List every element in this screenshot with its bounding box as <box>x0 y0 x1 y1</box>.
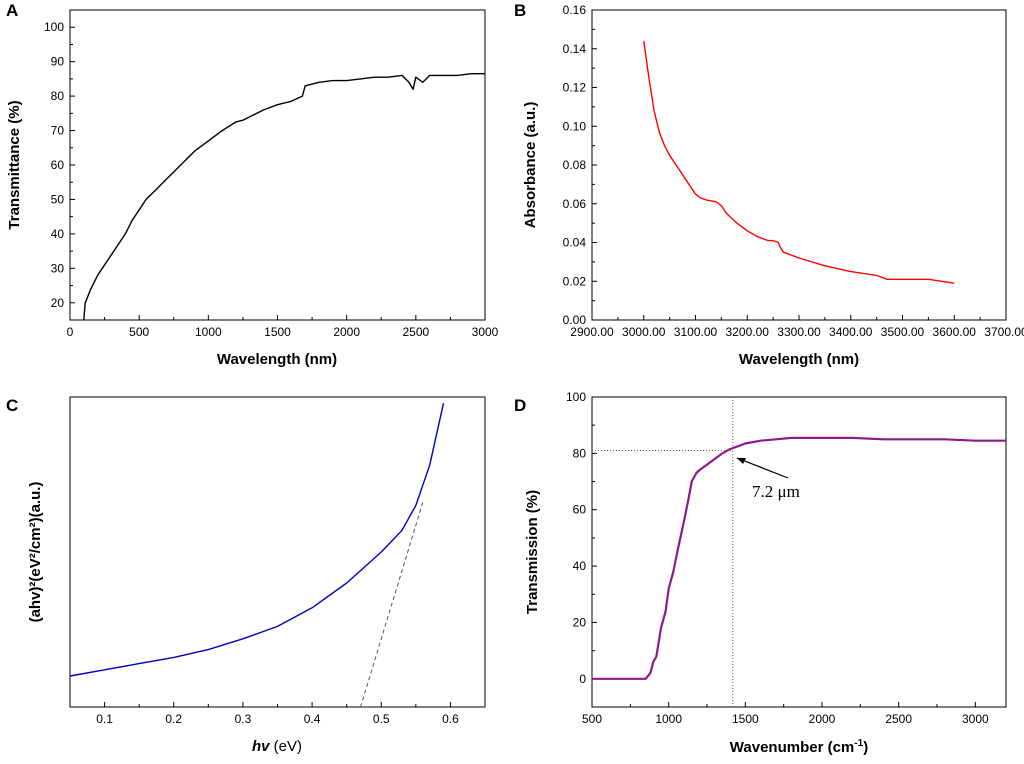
panel-a-ytick-label: 60 <box>51 158 65 172</box>
panel-a-ylabel: Transmittance (%) <box>6 100 23 229</box>
panel-a-label: A <box>6 1 18 20</box>
panel-c: C 0.1 0.2 0.3 0.4 0.5 0.6 hv (eV) (ahv)²(eV²/… <box>6 396 486 755</box>
panel-d-xtick-label: 2000 <box>809 712 836 726</box>
panel-a-xtick-label: 500 <box>129 325 149 339</box>
panel-b-xtick-label: 3400.00 <box>829 325 873 339</box>
panel-d-xtick-label: 1500 <box>732 712 759 726</box>
panel-b: B 2900.00 3000.00 3100.00 3200.00 3300.00 340… <box>514 1 1024 368</box>
panel-d-frame <box>591 396 1007 708</box>
panel-d-annotation-arrow <box>736 457 789 479</box>
panel-d: D 500 1000 1500 2000 2500 3000 0 20 40 60 80 100 7.… <box>514 390 1007 756</box>
panel-c-plot <box>69 403 445 708</box>
panel-d-plot <box>592 436 1006 680</box>
panel-a-ytick-label: 30 <box>51 261 65 275</box>
panel-d-xlabel-sup: -1 <box>854 738 863 749</box>
panel-d-xtick-label: 1000 <box>655 712 682 726</box>
panel-b-ytick-label: 0.02 <box>563 274 587 288</box>
panel-a-xtick-label: 3000 <box>472 325 499 339</box>
panel-d-ticks: 500 1000 1500 2000 2500 3000 0 20 40 60 80 100 <box>566 390 989 726</box>
panel-d-xlabel-end: ) <box>863 739 868 756</box>
panel-d-ytick-label: 100 <box>566 390 586 404</box>
panel-b-ylabel: Absorbance (a.u.) <box>522 102 539 229</box>
panel-b-xtick-label: 3200.00 <box>726 325 770 339</box>
panel-a-frame <box>69 9 486 321</box>
panel-d-ytick-label: 40 <box>573 559 587 573</box>
panel-c-xlabel-unit: (eV) <box>270 738 303 755</box>
panel-d-xlabel-main: Wavenumber (cm <box>730 739 854 756</box>
panel-d-ytick-label: 20 <box>573 615 587 629</box>
panel-b-ytick-label: 0.06 <box>563 197 587 211</box>
panel-a-xtick-label: 1000 <box>195 325 222 339</box>
panel-d-series-line <box>592 436 1006 680</box>
panel-a: A 0 500 1000 1500 2000 2500 3000 20 30 40 50 60 70 80… <box>6 1 499 368</box>
panel-c-label: C <box>6 396 18 415</box>
panel-b-label: B <box>514 1 526 20</box>
panel-c-xtick-label: 0.2 <box>165 712 182 726</box>
panel-b-xlabel: Wavelength (nm) <box>739 351 859 368</box>
panel-a-ytick-label: 90 <box>51 55 65 69</box>
panel-d-xtick-label: 500 <box>582 712 602 726</box>
panel-d-xlabel: Wavenumber (cm-1) <box>730 738 868 756</box>
panel-c-xtick-label: 0.4 <box>304 712 321 726</box>
panel-d-ytick-label: 0 <box>579 672 586 686</box>
panel-a-ytick-label: 50 <box>51 192 65 206</box>
panel-b-ticks: 2900.00 3000.00 3100.00 3200.00 3300.00 3400.… <box>563 3 1024 339</box>
panel-a-ytick-label: 20 <box>51 296 65 310</box>
panel-b-xtick-label: 3100.00 <box>674 325 718 339</box>
panel-b-xtick-label: 3000.00 <box>622 325 666 339</box>
panel-d-guides <box>592 397 734 707</box>
panel-b-ytick-label: 0.10 <box>563 119 587 133</box>
panel-c-xlabel-main: hv <box>252 738 271 755</box>
panel-b-ytick-label: 0.14 <box>563 42 587 56</box>
panel-b-xtick-label: 3300.00 <box>777 325 821 339</box>
panel-c-xtick-label: 0.6 <box>442 712 459 726</box>
panel-c-series-line <box>69 403 445 677</box>
panel-a-ticks: 0 500 1000 1500 2000 2500 3000 20 30 40 50 60 70 80 90… <box>44 20 499 339</box>
panel-b-ytick-label: 0.08 <box>563 158 587 172</box>
panel-a-series-line <box>83 72 485 321</box>
panel-b-ytick-label: 0.04 <box>563 236 587 250</box>
panel-a-ytick-label: 80 <box>51 89 65 103</box>
panel-a-xlabel: Wavelength (nm) <box>217 351 337 368</box>
panel-c-xlabel: hv (eV) <box>252 738 302 755</box>
panel-b-xtick-label: 3600.00 <box>933 325 977 339</box>
panel-c-xtick-label: 0.5 <box>373 712 390 726</box>
panel-b-xtick-label: 3700.00 <box>984 325 1024 339</box>
panel-d-xtick-label: 3000 <box>962 712 989 726</box>
panel-c-xtick-label: 0.3 <box>235 712 252 726</box>
panel-d-ytick-label: 80 <box>573 446 587 460</box>
panel-a-ytick-label: 100 <box>44 20 64 34</box>
panel-c-ylabel: (ahv)²(eV²/cm²)(a.u.) <box>27 482 44 623</box>
panel-b-plot <box>643 40 955 284</box>
panel-d-xtick-label: 2500 <box>885 712 912 726</box>
panel-b-series-line <box>643 40 955 284</box>
panel-d-ytick-label: 60 <box>573 503 587 517</box>
panel-d-arrowhead <box>737 458 746 464</box>
panel-d-annotation: 7.2 μm <box>752 482 800 501</box>
panel-c-xtick-label: 0.1 <box>96 712 113 726</box>
panel-d-label: D <box>514 396 526 415</box>
panel-d-ylabel: Transmission (%) <box>524 490 541 614</box>
panel-b-ytick-label: 0.12 <box>563 81 587 95</box>
panel-a-ytick-label: 40 <box>51 227 65 241</box>
panel-a-xtick-label: 0 <box>67 325 74 339</box>
panel-a-xtick-label: 2000 <box>333 325 360 339</box>
panel-c-fit-line <box>360 502 424 708</box>
panel-b-xtick-label: 2900.00 <box>570 325 614 339</box>
panel-a-plot <box>83 72 485 321</box>
panel-b-ytick-label: 0.00 <box>563 313 587 327</box>
panel-b-xtick-label: 3500.00 <box>881 325 925 339</box>
panel-c-frame <box>69 396 486 708</box>
panel-a-xtick-label: 2500 <box>402 325 429 339</box>
panel-a-ytick-label: 70 <box>51 124 65 138</box>
panel-c-ticks: 0.1 0.2 0.3 0.4 0.5 0.6 <box>96 702 459 726</box>
panel-b-frame <box>591 9 1007 321</box>
panel-b-ytick-label: 0.16 <box>563 3 587 17</box>
panel-a-xtick-label: 1500 <box>264 325 291 339</box>
